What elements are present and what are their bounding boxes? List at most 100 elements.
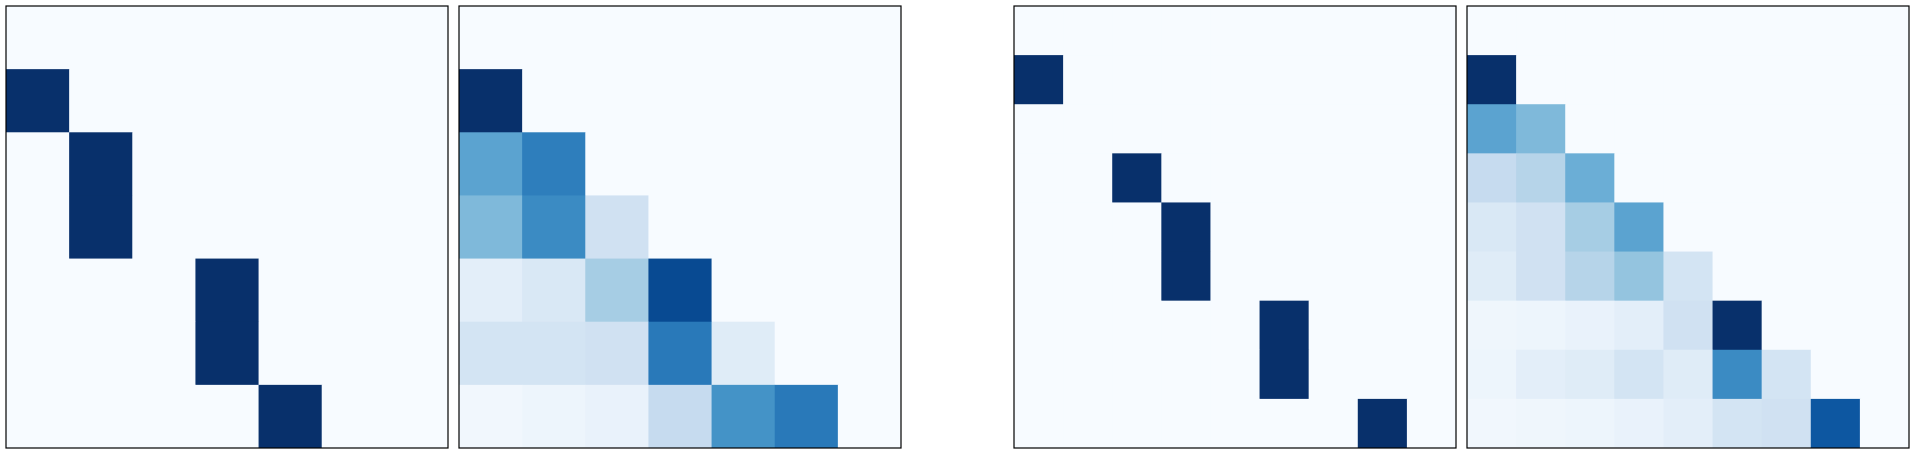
heatmap-cell — [774, 132, 839, 196]
heatmap-cell — [1259, 251, 1310, 302]
heatmap-cell — [711, 195, 776, 260]
heatmap-cell — [1308, 398, 1359, 449]
heatmap-cell — [6, 195, 70, 260]
heatmap-cell — [1614, 55, 1664, 105]
heatmap-cell — [459, 6, 523, 70]
heatmap-cell — [1161, 349, 1211, 400]
heatmap-cell — [1467, 349, 1517, 400]
heatmap-cell — [1761, 104, 1812, 154]
heatmap-cell — [648, 195, 713, 260]
heatmap-cell — [1161, 251, 1211, 302]
heatmap-cell — [69, 69, 133, 133]
heatmap-cell — [69, 195, 133, 260]
heatmap-cell — [1516, 300, 1566, 351]
heatmap-cell — [1259, 153, 1310, 203]
heatmap-cell — [459, 321, 523, 386]
heatmap-cell — [384, 6, 449, 70]
heatmap-cell — [384, 321, 449, 386]
heatmap-cell — [648, 6, 713, 70]
heatmap-cell — [69, 384, 133, 449]
heatmap-cell — [1063, 153, 1113, 203]
heatmap-cell — [1014, 202, 1064, 253]
heatmap-cell — [1063, 6, 1113, 56]
heatmap-cell — [1210, 153, 1261, 203]
heatmap-cell — [1063, 349, 1113, 400]
heatmap-cell — [774, 258, 839, 323]
heatmap-cell — [1761, 202, 1812, 253]
heatmap-cell — [648, 132, 713, 196]
heatmap-cell — [132, 195, 196, 260]
heatmap-cell — [1565, 153, 1615, 203]
heatmap-cell — [1810, 202, 1861, 253]
heatmap-cell — [1357, 104, 1408, 154]
heatmap-cell — [1810, 104, 1861, 154]
heatmap-cell — [132, 384, 196, 449]
heatmap-cell — [1063, 55, 1113, 105]
heatmap-cell — [1210, 202, 1261, 253]
heatmap-cell — [1014, 398, 1064, 449]
heatmap-cell — [585, 132, 649, 196]
heatmap-cell — [1063, 300, 1113, 351]
heatmap-cell — [1761, 300, 1812, 351]
heatmap-cell — [258, 321, 323, 386]
heatmap-cell — [585, 69, 649, 133]
heatmap-cell — [711, 69, 776, 133]
heatmap-cell — [69, 6, 133, 70]
heatmap-cell — [1112, 153, 1162, 203]
heatmap-cell — [1161, 300, 1211, 351]
heatmap-cell — [774, 321, 839, 386]
heatmap-cell — [1712, 202, 1763, 253]
heatmap-cell — [1712, 349, 1763, 400]
heatmap-cell — [711, 132, 776, 196]
heatmap-cell — [1014, 6, 1064, 56]
heatmap-cell — [1565, 6, 1615, 56]
heatmap-cell — [1761, 153, 1812, 203]
heatmap-cell — [1761, 251, 1812, 302]
heatmap-cell — [195, 321, 260, 386]
heatmap-cell — [1467, 55, 1517, 105]
heatmap-cell — [69, 321, 133, 386]
heatmap-cell — [711, 6, 776, 70]
heatmap-cell — [522, 132, 586, 196]
heatmap-cell — [6, 384, 70, 449]
heatmap-cell — [1357, 349, 1408, 400]
heatmap-cell — [1210, 398, 1261, 449]
heatmap-cell — [1259, 300, 1310, 351]
heatmap-cell — [1014, 55, 1064, 105]
heatmap-cell — [321, 321, 386, 386]
heatmap-cell — [1406, 104, 1457, 154]
heatmap-cell — [1859, 251, 1910, 302]
heatmap-cell — [1467, 104, 1517, 154]
heatmap-cell — [1712, 398, 1763, 449]
heatmap-cell — [1859, 202, 1910, 253]
heatmap-cell — [1210, 349, 1261, 400]
heatmap-cell — [132, 258, 196, 323]
heatmap-cell — [1565, 104, 1615, 154]
heatmap-cell — [1467, 398, 1517, 449]
heatmap-cell — [711, 384, 776, 449]
heatmap-cell — [1406, 55, 1457, 105]
heatmap-cell — [1161, 153, 1211, 203]
heatmap-cell — [1859, 300, 1910, 351]
heatmap-cell — [1112, 202, 1162, 253]
heatmap-cell — [195, 132, 260, 196]
heatmap-cell — [258, 384, 323, 449]
heatmap-cell — [1161, 55, 1211, 105]
heatmap-cell — [258, 258, 323, 323]
heatmap-cell — [258, 69, 323, 133]
heatmap-cell — [1810, 300, 1861, 351]
panel-frame — [458, 5, 902, 449]
heatmap-cell — [1565, 398, 1615, 449]
heatmap-cell — [1308, 6, 1359, 56]
heatmap-cell — [1663, 349, 1714, 400]
heatmap-cell — [1014, 104, 1064, 154]
heatmap-cell — [1357, 398, 1408, 449]
heatmap-cell — [1467, 6, 1517, 56]
heatmap-cell — [258, 6, 323, 70]
heatmap-cell — [1516, 153, 1566, 203]
heatmap-cell — [132, 132, 196, 196]
heatmap-cell — [522, 69, 586, 133]
heatmap-cell — [1663, 104, 1714, 154]
heatmap-cell — [522, 321, 586, 386]
heatmap-cell — [1406, 202, 1457, 253]
